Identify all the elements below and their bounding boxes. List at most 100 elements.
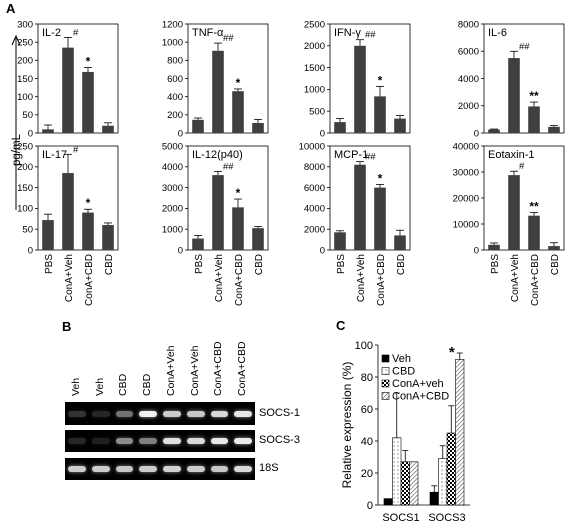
chart-eotaxin-1: 0 10000 20000 30000 40000 Eotaxin-1# ** PBS ConA…: [453, 141, 565, 306]
y-tick-label: 0: [28, 128, 33, 139]
significance-mark: **: [529, 200, 539, 214]
bar: [392, 437, 402, 506]
bar: [252, 123, 264, 133]
y-tick-label: 6000: [458, 47, 479, 58]
x-tick-label: CBD: [104, 254, 115, 275]
chart-il-2: 0 50 100 150 200 250 300 IL-2 # *: [17, 19, 119, 139]
bar: [334, 122, 346, 133]
bar: [383, 498, 393, 506]
significance-mark: *: [378, 171, 383, 185]
plot-frame: [329, 145, 411, 251]
x-tick-label: ConA+CBD: [234, 254, 245, 306]
y-tick-label: 10000: [299, 141, 325, 152]
chart-il-12-p40-: 0 1000 2000 3000 4000 5000 IL-12(p40)## * PBS Con…: [162, 141, 269, 306]
bar: [62, 173, 74, 250]
y-tick-label: 200: [167, 110, 183, 121]
chart-tnf-: 0 200 400 600 800 1000 1200 TNF-α ## *: [162, 19, 269, 139]
panel-c-letter: C: [336, 318, 346, 333]
chart-title: IL-12(p40): [192, 149, 243, 161]
y-tick-label: 150: [17, 74, 33, 85]
bar: [102, 125, 114, 133]
chart-il-6: 0 2000 4000 6000 8000 IL-6 ## **: [458, 19, 565, 139]
chart-title: IL-6: [488, 27, 507, 39]
significance-mark: ##: [223, 33, 234, 44]
bar: [82, 212, 94, 250]
bar: [232, 207, 244, 250]
bar: [548, 126, 560, 133]
x-tick-label: ConA+CBD: [376, 254, 387, 306]
y-tick-label: 10000: [453, 219, 479, 230]
y-tick-label: 100: [17, 204, 33, 215]
y-tick-label: 600: [167, 74, 183, 85]
bar: [429, 491, 439, 506]
y-axis-label: pg/mL: [11, 133, 23, 166]
legend-label: Veh: [392, 353, 411, 365]
y-tick-label: 30000: [453, 167, 479, 178]
y-tick-label: 80: [361, 372, 373, 384]
x-tick-label: CBD: [550, 254, 561, 275]
x-tick-label: ConA+Veh: [510, 254, 521, 302]
y-tick-label: 400: [167, 92, 183, 103]
y-tick-label: 2000: [304, 41, 325, 52]
bar: [354, 164, 366, 250]
y-tick-label: 800: [167, 56, 183, 67]
y-tick-label: 250: [17, 37, 33, 48]
x-tick-label: ConA+Veh: [64, 254, 75, 302]
bar: [394, 118, 406, 133]
x-tick-label: ConA+CBD: [84, 254, 95, 306]
x-tick-label: ConA+CBD: [530, 254, 541, 306]
chart-title: MCP-1: [334, 149, 368, 161]
significance-mark: *: [378, 73, 383, 87]
y-tick-label: 1000: [162, 37, 183, 48]
y-tick-label: 3000: [162, 183, 183, 194]
y-tick-label: 0: [474, 245, 479, 256]
y-tick-label: 0: [320, 128, 325, 139]
y-tick-label: 0: [178, 128, 183, 139]
significance-mark: ##: [223, 161, 234, 172]
significance-mark: *: [236, 76, 241, 90]
chart-title: IL-2: [42, 27, 61, 39]
legend-label: CBD: [392, 366, 415, 378]
y-tick-label: 60: [361, 404, 373, 416]
chart-title: IL-17: [42, 149, 67, 161]
y-tick-label: 100: [17, 92, 33, 103]
bar: [438, 458, 448, 506]
y-tick-label: 100: [355, 340, 373, 352]
x-tick-label: SOCS3: [428, 512, 465, 524]
y-tick-label: 1500: [304, 63, 325, 74]
plot-frame: [329, 23, 411, 134]
y-tick-label: 50: [22, 110, 33, 121]
bar: [400, 461, 410, 506]
y-tick-label: 0: [474, 128, 479, 139]
bar: [192, 238, 204, 250]
y-tick-label: 500: [309, 107, 325, 118]
chart-title: IFN-γ: [334, 27, 361, 39]
y-tick-label: 0: [178, 245, 183, 256]
bar: [252, 228, 264, 250]
y-tick-label: 1000: [162, 225, 183, 236]
plot-frame: [187, 145, 269, 251]
y-tick-label: 40000: [453, 141, 479, 152]
legend-swatch: [381, 392, 390, 400]
bar: [528, 106, 540, 133]
chart-ifn-: 0 500 1000 1500 2000 2500 IFN-γ ## *: [304, 19, 411, 139]
y-tick-label: 1200: [162, 19, 183, 30]
y-tick-label: 5000: [162, 141, 183, 152]
legend-swatch: [381, 379, 390, 388]
y-tick-label: 4000: [162, 162, 183, 173]
legend-swatch: [381, 367, 390, 375]
significance-mark: ##: [365, 152, 376, 163]
legend-label: ConA+veh: [392, 378, 444, 390]
bar: [374, 96, 386, 133]
significance-mark: #: [73, 27, 79, 38]
y-tick-label: 4000: [458, 74, 479, 85]
plot-frame: [37, 145, 119, 251]
significance-mark: *: [236, 186, 241, 200]
x-tick-label: CBD: [396, 254, 407, 275]
significance-mark: ##: [519, 41, 530, 52]
chart-title: Eotaxin-1: [488, 149, 534, 161]
y-axis-label: Relative expression (%): [340, 362, 354, 489]
chart-il-17: 0 50 100 150 200 250 IL-17 # * PBS ConA+Veh ConA+CB…: [17, 141, 119, 306]
legend-swatch: [381, 354, 390, 363]
x-tick-label: PBS: [194, 254, 205, 274]
